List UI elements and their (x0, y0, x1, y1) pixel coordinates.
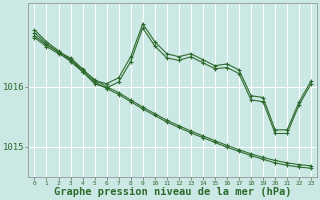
X-axis label: Graphe pression niveau de la mer (hPa): Graphe pression niveau de la mer (hPa) (54, 187, 292, 197)
